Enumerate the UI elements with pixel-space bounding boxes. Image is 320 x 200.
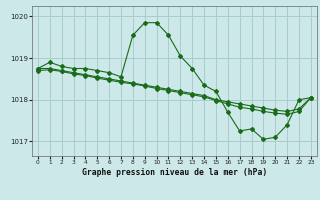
X-axis label: Graphe pression niveau de la mer (hPa): Graphe pression niveau de la mer (hPa) xyxy=(82,168,267,177)
